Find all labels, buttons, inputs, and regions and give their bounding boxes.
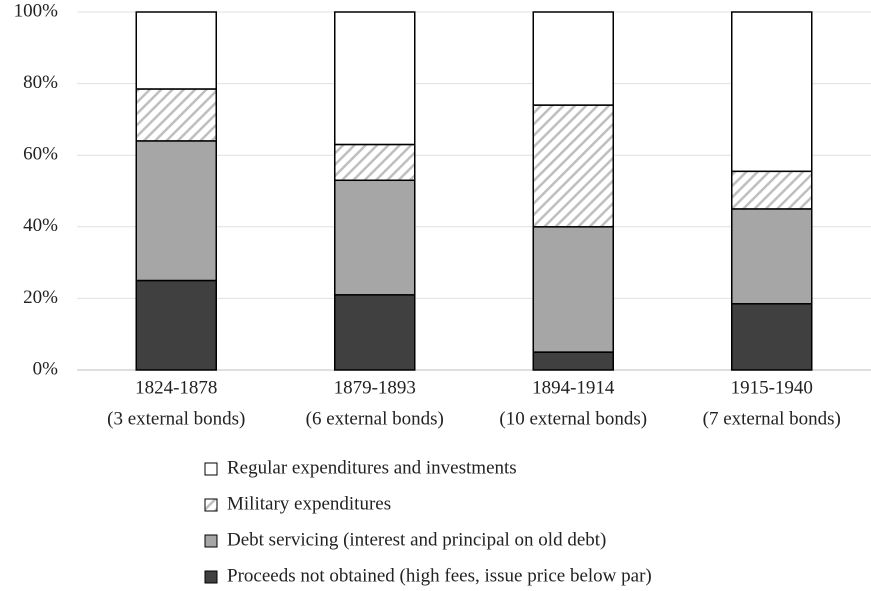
y-tick-label: 0% [33, 358, 59, 379]
y-tick-label: 20% [23, 287, 58, 308]
bar-segment [334, 294, 416, 371]
bar-segment [731, 11, 813, 173]
x-tick-label: 1824-1878 [135, 377, 217, 398]
y-tick-label: 60% [23, 144, 58, 165]
bar-segment [135, 88, 217, 142]
bar-segment [532, 351, 614, 371]
bar-segment [334, 11, 416, 146]
legend-label: Debt servicing (interest and principal o… [227, 529, 606, 550]
bar-segment [135, 279, 217, 371]
y-tick-label: 80% [23, 72, 58, 93]
legend-label: Regular expenditures and investments [227, 457, 517, 478]
bar-segment [334, 143, 416, 182]
legend-swatch [204, 570, 218, 584]
y-tick-label: 100% [14, 0, 59, 21]
legend-swatch [204, 462, 218, 476]
x-tick-label: 1894-1914 [532, 377, 615, 398]
bar-segment [532, 11, 614, 106]
legend-label: Military expenditures [227, 493, 391, 514]
legend-swatch [204, 498, 218, 512]
y-tick-label: 40% [23, 215, 58, 236]
legend-swatch [204, 534, 218, 548]
legend-label: Proceeds not obtained (high fees, issue … [227, 565, 652, 586]
bar-segment [334, 179, 416, 296]
bar-segment [532, 226, 614, 353]
bar-segment [135, 140, 217, 282]
x-tick-label: (3 external bonds) [107, 408, 245, 429]
x-tick-label: 1879-1893 [334, 377, 416, 398]
bar-segment [731, 208, 813, 305]
x-tick-label: (10 external bonds) [499, 408, 647, 429]
x-tick-label: (7 external bonds) [703, 408, 841, 429]
x-tick-label: 1915-1940 [731, 377, 813, 398]
bar-segment [532, 104, 614, 228]
bar-segment [731, 303, 813, 371]
bar-segment [135, 11, 217, 90]
x-tick-label: (6 external bonds) [306, 408, 444, 429]
bar-segment [731, 170, 813, 210]
